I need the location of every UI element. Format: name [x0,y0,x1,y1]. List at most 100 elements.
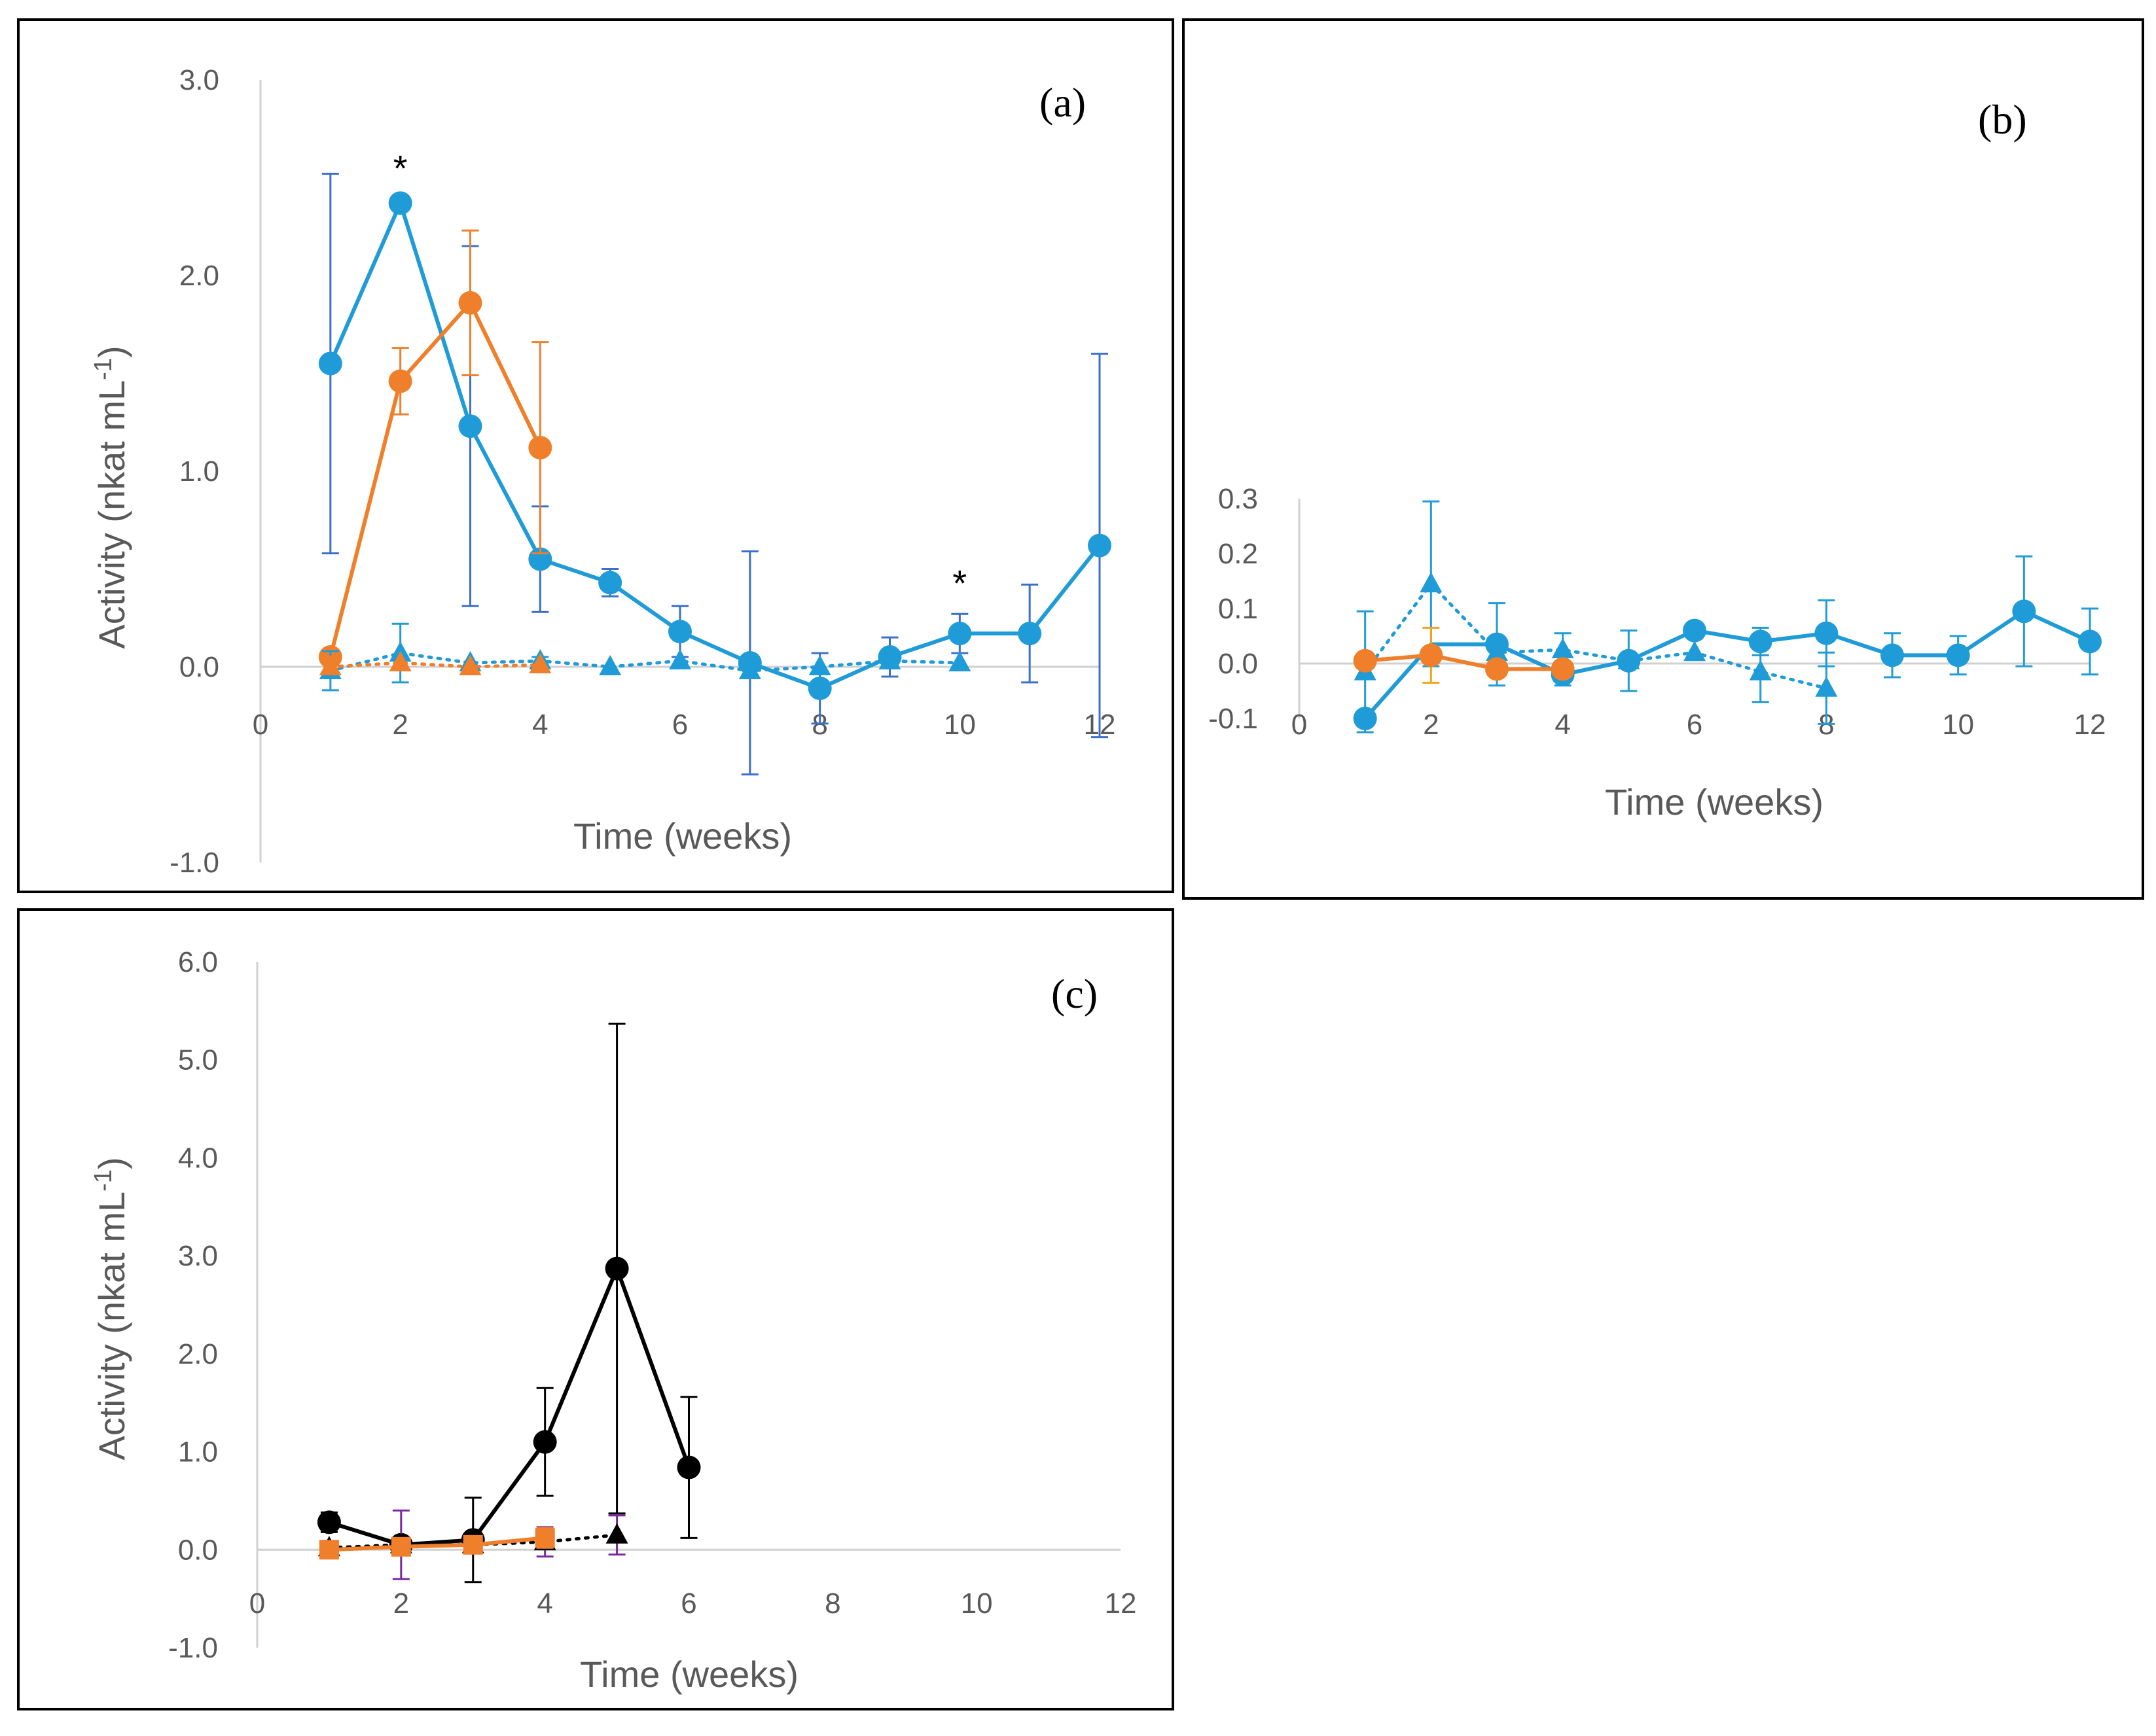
panel-a-series-3-point [948,651,971,672]
panel-a-series-1-point [318,351,342,376]
panel-a-x-tick-label: 10 [944,709,976,741]
panel-b-x-tick-label: 6 [1687,709,1702,741]
panel-c-y-tick-label: -1.0 [168,1632,218,1664]
panel-c-y-tick-label: 4.0 [178,1142,218,1174]
panel-a-series-1-point [668,620,692,644]
panel-c-y-tick-label: 6.0 [178,946,218,978]
panel-c-y-tick-label: 0.0 [178,1534,218,1566]
panel-a-series-3-point [878,649,901,670]
panel-b-series-3-point [1551,657,1575,681]
panel-a-series-1-point [948,622,972,646]
panel-a-series-1-point [808,676,832,700]
panel-a-series-4-point [529,653,552,674]
panel-a-x-tick-label: 0 [253,709,268,741]
panel-a-series-4-point [459,655,482,675]
panel-a-series-4-point [319,655,342,675]
panel-b-series-2-point [1551,638,1574,658]
panel-a-significance-star: * [393,148,408,189]
panel-c-y-tick-label: 5.0 [178,1044,218,1076]
panel-c-label: (c) [1051,970,1098,1017]
panel-b-series-2-point [1617,648,1640,669]
panel-b-series-2-line [1363,582,1828,690]
panel-a-series-3-point [808,655,831,675]
panel-b-y-tick-label: 0.0 [1218,648,1258,680]
panel-b-series-2-point [1749,660,1772,681]
panel-a-series-3-point [599,655,622,675]
panel-c: (c) Time (weeks) Activity (nkat mL-1) 6.… [17,908,1174,1710]
panel-c-series-1-point [533,1430,557,1454]
panel-a-plot: 3.02.01.00.0-1.00 2 4 6 8 10 12** [170,64,1115,879]
panel-b-x-tick-label: 0 [1291,709,1307,741]
panel-a-x-tick-label: 6 [672,709,688,741]
panel-a-y-tick-label: -1.0 [170,847,219,879]
panel-c-x-tick-label: 4 [537,1587,552,1620]
panel-c-x-tick-label: 2 [393,1587,409,1620]
panel-c-x-tick-label: 12 [1105,1587,1137,1620]
panel-b-series-2-point [1815,676,1838,697]
panel-b-label: (b) [1978,96,2027,143]
panel-a: (a) Time (weeks) Activity (nkat mL-1) 3.… [17,18,1174,893]
panel-c-x-tick-label: 6 [681,1587,696,1620]
panel-b-series-3-point [1485,657,1509,681]
panel-c-y-axis-title: Activity (nkat mL-1) [90,1157,132,1460]
panel-c-series-3-point [535,1528,555,1548]
panel-a-label: (a) [1039,79,1086,126]
panel-a-series-2-point [388,369,412,393]
panel-b-series-3-line [1365,653,1563,671]
panel-b-series-1-point [1683,618,1706,643]
panel-b-series-1-point [2012,599,2036,624]
panel-a-y-tick-label: 3.0 [179,64,219,96]
panel-b-plot: 0.30.20.10.0-0.1024681012 [1208,483,2106,741]
panel-a-series-2-point [458,291,482,315]
panel-a-series-1-point [388,191,412,215]
panel-b-y-tick-label: 0.2 [1218,538,1258,570]
panel-a-x-axis-title: Time (weeks) [573,815,792,857]
panel-a-y-tick-label: 0.0 [179,651,219,683]
panel-b-series-1-point [1880,643,1904,667]
panel-a-series-1-point [598,571,622,595]
panel-c-series-3-point [463,1534,483,1555]
panel-b-series-2-point [1420,572,1443,593]
panel-a-series-1-point [1018,622,1042,646]
panel-b-x-axis-title: Time (weeks) [1605,781,1824,823]
panel-c-x-tick-label: 0 [249,1587,265,1620]
panel-c-x-tick-label: 8 [825,1587,840,1620]
panel-c-y-tick-label: 3.0 [178,1240,218,1272]
panel-a-series-3-point [738,658,761,679]
panel-b: (b) Time (weeks) 0.30.20.10.0-0.10246810… [1182,18,2144,900]
panel-b-y-tick-label: 0.1 [1218,593,1258,625]
panel-a-series-4-point [389,651,412,672]
panel-a-frame [17,18,1174,893]
panel-a-series-2-line [328,300,543,658]
panel-a-series-1-point [458,414,482,438]
panel-a-series-3-point [669,649,691,670]
panel-b-x-tick-label: 2 [1423,709,1439,741]
panel-c-x-tick-label: 10 [961,1587,993,1620]
panel-b-y-tick-label: -0.1 [1208,703,1258,735]
panel-b-series-3-point [1353,648,1377,673]
panel-c-series-3-point [319,1540,339,1560]
panel-c-y-tick-label: 2.0 [178,1338,218,1370]
panel-b-series-1-point [2078,629,2102,654]
panel-c-x-axis-title: Time (weeks) [580,1654,799,1695]
panel-a-series-1-point [1088,533,1111,558]
panel-c-series-1-point [605,1256,629,1281]
panel-b-series-1-point [1814,621,1839,645]
panel-a-series-2-point [528,436,552,460]
panel-a-x-tick-label: 4 [532,709,548,741]
panel-b-series-3-point [1419,643,1443,667]
panel-a-significance-star: * [952,562,967,603]
panel-b-series-2-point [1486,641,1508,662]
panel-c-series-1-line [329,1266,691,1547]
panel-b-x-tick-label: 4 [1554,709,1570,741]
panel-c-series-3-line [329,1536,545,1552]
panel-a-y-axis-title: Activity (nkat mL-1) [90,345,132,648]
panel-b-series-2-point [1683,641,1706,662]
panel-a-x-tick-label: 2 [392,709,408,741]
panel-c-series-3-point [391,1536,411,1557]
panel-b-x-tick-label: 10 [1942,709,1974,741]
panel-c-series-1-point [317,1510,341,1534]
panel-a-y-tick-label: 1.0 [179,455,219,487]
panel-c-frame [17,908,1174,1710]
